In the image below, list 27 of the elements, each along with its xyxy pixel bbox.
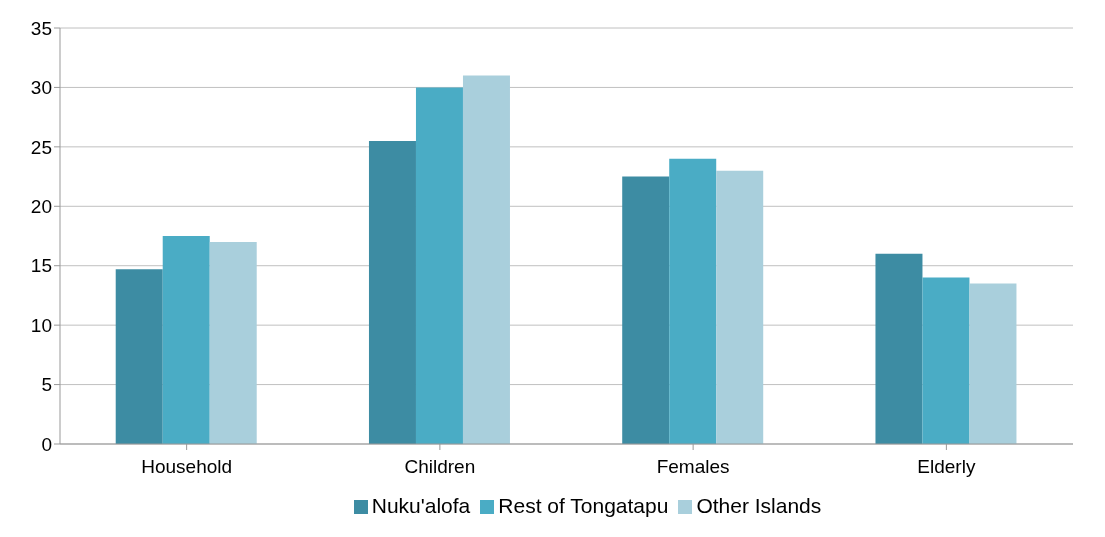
x-tick-label: Females (656, 456, 730, 478)
legend-label: Other Islands (696, 494, 822, 517)
legend-label: Nuku'alofa (371, 494, 471, 517)
y-tick-label: 25 (30, 136, 52, 158)
y-tick-label: 35 (30, 17, 52, 39)
y-tick-label: 30 (30, 77, 52, 99)
bar (622, 176, 670, 444)
bar (462, 75, 510, 444)
y-tick-label: 15 (30, 255, 52, 277)
bar (875, 253, 923, 444)
x-tick-label: Elderly (917, 456, 976, 478)
bar (669, 158, 717, 444)
bar (209, 241, 257, 444)
x-tick-label: Household (141, 456, 233, 478)
x-tick-label: Children (404, 456, 476, 478)
bar (969, 283, 1017, 444)
legend-label: Rest of Tongatapu (498, 494, 669, 517)
bar (162, 236, 210, 444)
bar (922, 277, 970, 444)
bar (716, 170, 764, 444)
y-tick-label: 0 (41, 433, 52, 455)
bar (115, 269, 163, 444)
y-tick-label: 10 (30, 314, 52, 336)
y-tick-label: 5 (41, 374, 52, 396)
y-tick-label: 20 (30, 196, 52, 218)
bar (368, 140, 416, 444)
bar (415, 87, 463, 444)
